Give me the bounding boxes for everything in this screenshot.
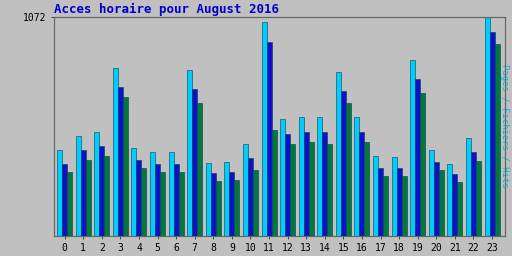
Bar: [397, 168, 401, 236]
Bar: [434, 162, 439, 236]
Bar: [290, 144, 295, 236]
Bar: [132, 148, 136, 236]
Bar: [104, 156, 110, 236]
Bar: [150, 152, 155, 236]
Bar: [262, 22, 267, 236]
Bar: [383, 176, 388, 236]
Bar: [94, 132, 99, 236]
Bar: [206, 163, 211, 236]
Bar: [298, 117, 304, 236]
Bar: [253, 170, 258, 236]
Bar: [415, 79, 420, 236]
Bar: [229, 172, 234, 236]
Bar: [453, 174, 457, 236]
Bar: [187, 70, 192, 236]
Bar: [57, 150, 62, 236]
Bar: [86, 160, 91, 236]
Bar: [392, 157, 397, 236]
Bar: [429, 150, 434, 236]
Bar: [378, 168, 383, 236]
Bar: [341, 91, 346, 236]
Bar: [401, 176, 407, 236]
Bar: [192, 89, 197, 236]
Bar: [99, 146, 104, 236]
Bar: [471, 152, 476, 236]
Bar: [155, 164, 160, 236]
Bar: [359, 132, 365, 236]
Bar: [62, 164, 67, 236]
Bar: [81, 150, 86, 236]
Bar: [118, 87, 123, 236]
Y-axis label: Pages / Fichiers / Hits: Pages / Fichiers / Hits: [500, 65, 509, 188]
Bar: [420, 93, 425, 236]
Bar: [113, 68, 118, 236]
Bar: [280, 119, 285, 236]
Bar: [234, 179, 240, 236]
Bar: [476, 161, 481, 236]
Bar: [304, 132, 309, 236]
Bar: [216, 180, 221, 236]
Bar: [224, 162, 229, 236]
Bar: [354, 117, 359, 236]
Bar: [271, 130, 276, 236]
Bar: [136, 160, 141, 236]
Bar: [309, 142, 314, 236]
Bar: [365, 142, 370, 236]
Bar: [168, 152, 174, 236]
Bar: [317, 117, 322, 236]
Bar: [336, 72, 341, 236]
Bar: [439, 170, 444, 236]
Bar: [179, 172, 184, 236]
Bar: [211, 173, 216, 236]
Bar: [466, 138, 471, 236]
Bar: [160, 172, 165, 236]
Bar: [248, 158, 253, 236]
Bar: [410, 60, 415, 236]
Text: Acces horaire pour August 2016: Acces horaire pour August 2016: [54, 3, 280, 16]
Bar: [174, 164, 179, 236]
Bar: [76, 136, 81, 236]
Bar: [322, 132, 327, 236]
Bar: [457, 182, 462, 236]
Bar: [327, 144, 332, 236]
Bar: [484, 17, 489, 236]
Bar: [447, 164, 453, 236]
Bar: [197, 103, 202, 236]
Bar: [123, 97, 128, 236]
Bar: [267, 42, 271, 236]
Bar: [373, 156, 378, 236]
Bar: [285, 134, 290, 236]
Bar: [489, 32, 495, 236]
Bar: [243, 144, 248, 236]
Bar: [141, 168, 146, 236]
Bar: [67, 172, 72, 236]
Bar: [495, 44, 500, 236]
Bar: [346, 103, 351, 236]
